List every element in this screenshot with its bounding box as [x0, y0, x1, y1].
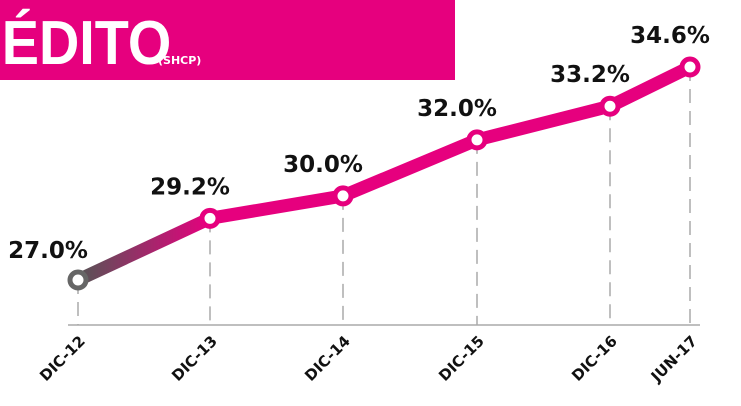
value-label: 30.0%	[283, 152, 363, 178]
x-tick-label: DIC-16	[568, 332, 621, 385]
point	[466, 129, 488, 151]
x-tick-label: DIC-12	[36, 332, 89, 385]
point	[67, 269, 89, 291]
value-label: 32.0%	[417, 96, 497, 122]
chart-subtitle: (SHCP)	[158, 54, 201, 67]
chart-title: ÉDITO	[2, 8, 171, 77]
point	[599, 95, 621, 117]
x-tick-label: DIC-13	[168, 332, 221, 385]
value-label: 34.6%	[630, 23, 710, 49]
point	[332, 185, 354, 207]
title-banner	[0, 0, 455, 80]
x-tick-label: DIC-15	[435, 332, 488, 385]
line	[71, 60, 697, 287]
point	[199, 207, 221, 229]
value-label: 27.0%	[8, 238, 88, 264]
value-label: 33.2%	[550, 62, 630, 88]
point	[679, 56, 701, 78]
x-tick-label: JUN-17	[647, 332, 701, 386]
value-label: 29.2%	[150, 174, 230, 200]
x-tick-label: DIC-14	[301, 332, 354, 385]
